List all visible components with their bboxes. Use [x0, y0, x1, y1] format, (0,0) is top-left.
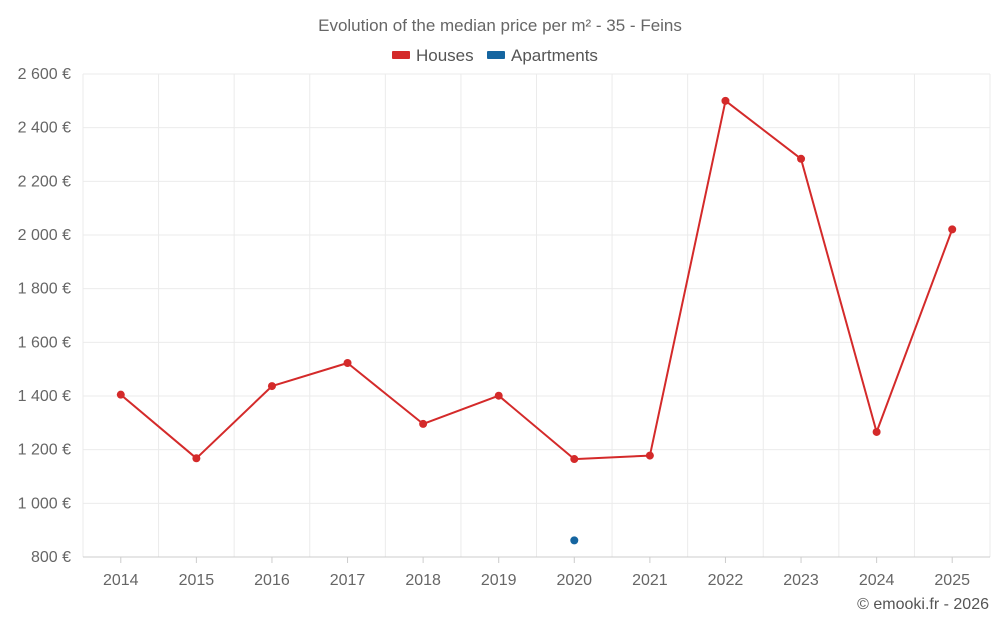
y-tick-label: 2 000 €: [18, 227, 71, 244]
data-point-houses[interactable]: [494, 391, 503, 400]
credit-text: © emooki.fr - 2026: [857, 596, 989, 613]
y-tick-label: 1 000 €: [18, 495, 71, 512]
data-point-houses[interactable]: [267, 382, 276, 391]
series-layer: [116, 96, 957, 545]
legend-swatch-apartments: [487, 51, 505, 59]
data-point-houses[interactable]: [343, 358, 352, 367]
y-tick-label: 1 800 €: [18, 281, 71, 298]
data-point-houses[interactable]: [721, 96, 730, 105]
x-tick-label: 2014: [103, 572, 139, 589]
x-tick-label: 2024: [859, 572, 895, 589]
x-tick-label: 2022: [708, 572, 744, 589]
legend-label-apartments[interactable]: Apartments: [511, 46, 598, 65]
x-tick-label: 2021: [632, 572, 668, 589]
data-point-houses[interactable]: [872, 427, 881, 436]
legend: Houses Apartments: [392, 46, 598, 65]
y-tick-label: 2 400 €: [18, 120, 71, 137]
x-tick-label: 2017: [330, 572, 366, 589]
y-tick-label: 1 600 €: [18, 334, 71, 351]
data-point-houses[interactable]: [116, 390, 125, 399]
x-tick-label: 2020: [556, 572, 592, 589]
y-tick-label: 1 400 €: [18, 388, 71, 405]
data-point-houses[interactable]: [192, 454, 201, 463]
x-tick-label: 2018: [405, 572, 441, 589]
data-point-houses[interactable]: [948, 225, 957, 234]
data-point-houses[interactable]: [645, 451, 654, 460]
data-point-houses[interactable]: [570, 455, 579, 464]
data-point-houses[interactable]: [419, 419, 428, 428]
y-tick-label: 2 600 €: [18, 66, 71, 83]
x-tick-label: 2015: [179, 572, 215, 589]
data-point-apartments[interactable]: [570, 536, 579, 545]
x-tick-label: 2023: [783, 572, 819, 589]
grid-lines: [82, 73, 991, 557]
legend-label-houses[interactable]: Houses: [416, 46, 474, 65]
data-point-houses[interactable]: [797, 154, 806, 163]
y-tick-label: 1 200 €: [18, 442, 71, 459]
chart-title: Evolution of the median price per m² - 3…: [318, 16, 682, 35]
x-tick-label: 2016: [254, 572, 290, 589]
y-tick-label: 800 €: [31, 549, 71, 566]
x-tick-label: 2019: [481, 572, 517, 589]
x-tick-label: 2025: [934, 572, 970, 589]
y-tick-label: 2 200 €: [18, 173, 71, 190]
axes: 800 € 1 000 € 1 200 € 1 400 € 1 600 € 1 800 €…: [18, 66, 990, 589]
legend-swatch-houses: [392, 51, 410, 59]
series-line-houses: [120, 99, 954, 461]
